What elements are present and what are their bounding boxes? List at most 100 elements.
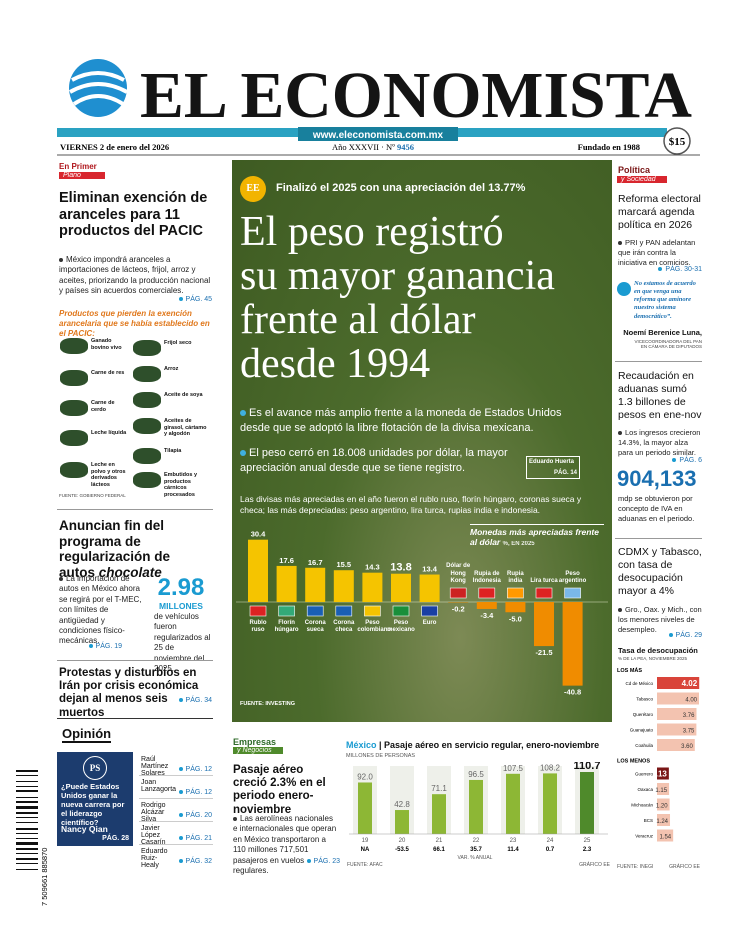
headline: Anuncian fin del programa de regularizac…: [59, 518, 209, 580]
lead-bullet: El peso cerró en 18.008 unidades por dól…: [240, 446, 520, 476]
bullet-text: Es el avance más amplio frente a la mone…: [240, 407, 562, 434]
bar: [395, 810, 409, 834]
page-ref: PÁG. 6: [640, 457, 702, 464]
change-label: 2.3: [583, 847, 592, 853]
product-name: Ganado bovino vivo: [91, 338, 122, 351]
barcode-bar: [16, 822, 38, 823]
headline-line: El peso registró: [240, 209, 504, 255]
stat-text: mdp se obtuvieron por concepto de IVA en…: [618, 494, 695, 523]
flag: [535, 587, 553, 599]
flag: [364, 605, 381, 617]
price-badge: [663, 127, 691, 155]
flag: [306, 605, 324, 617]
bar: [419, 574, 440, 602]
bar: [657, 708, 697, 720]
air-chart-unit: MILLONES DE PERSONAS: [346, 753, 416, 759]
headline: Eliminan exención de aranceles para 11 p…: [59, 190, 208, 240]
separator: [139, 821, 213, 822]
barcode-bar: [16, 812, 38, 814]
flag: [335, 605, 353, 617]
category-label: Peso colombiano: [357, 620, 392, 634]
source: FUENTE: AFAC: [347, 862, 383, 868]
flag: [564, 587, 581, 599]
founded: Fundado en 1988: [578, 142, 640, 152]
change-label: 35.7: [470, 847, 482, 853]
bullet-text: Gro., Oax. y Mich., con los menores nive…: [618, 605, 702, 634]
source: FUENTE: GOBIERNO FEDERAL: [59, 493, 126, 498]
category-label: Michoacán: [631, 803, 653, 808]
page-ref: PÁG. 20: [150, 812, 212, 819]
edition-number: 9456: [397, 142, 414, 152]
bullet-dot: [618, 241, 622, 246]
barcode-bar: [16, 806, 38, 809]
category-label: Rupia de Indonesia: [472, 570, 501, 584]
bar: [657, 783, 670, 795]
x-tick-label: 24: [547, 838, 554, 844]
bullet-text: La importación de autos en México ahora …: [59, 574, 142, 646]
separator: [615, 538, 702, 539]
section-kicker: Política: [618, 165, 651, 175]
product-icon: [60, 370, 88, 386]
bullet-text: El peso cerró en 18.008 unidades por dól…: [240, 446, 508, 474]
masthead: EL ECONOMISTA www.eleconomista.com.mx VI…: [57, 59, 700, 156]
headline-italic: chocolate: [98, 564, 162, 580]
air-chart: 92.0 19 NA 42.8 20 -53.5 71.1 21 66.1 96.5 22 35.7 1…: [347, 762, 611, 868]
air-chart-country: México: [346, 740, 377, 750]
page-ref: PÁG. 21: [150, 835, 212, 842]
headline-line: su mayor ganancia: [240, 253, 555, 299]
separator: [57, 718, 213, 719]
edition-label: Año XXXVII · Nº: [332, 142, 395, 152]
value-label: 3.75: [683, 729, 695, 735]
bar: [276, 565, 297, 602]
chart-unit: % DE LA PEA, NOVIEMBRE 2025: [618, 656, 688, 661]
bullet-dot: [59, 257, 63, 262]
value-label: 14.3: [365, 563, 380, 572]
category-label: Rupia india: [507, 570, 524, 584]
category-label: Rublo ruso: [249, 620, 267, 634]
product-name: Carne de res: [91, 370, 125, 376]
value-label: 4.02: [682, 679, 698, 688]
category-label: BCS: [644, 818, 653, 823]
category-label: Guerrero: [635, 772, 654, 777]
quote-role: VICECOORDINADORA DEL PAN EN CÁMARA DE DI…: [634, 339, 702, 349]
headline-line: desde 1994: [240, 341, 431, 387]
credit: GRÁFICO EE: [669, 863, 701, 870]
headline-text: Anuncian fin del programa de regularizac…: [59, 518, 171, 580]
product-icon: [133, 366, 161, 382]
change-label: 0.7: [546, 847, 555, 853]
separator: [57, 660, 213, 661]
separator: [139, 844, 213, 845]
separator: [57, 509, 213, 510]
bar: [657, 814, 671, 826]
value-label: -3.4: [480, 611, 494, 620]
bar: [432, 794, 446, 834]
barcode-number: 7 509661 885870: [40, 848, 49, 906]
lead-bullet: Es el avance más amplio frente a la mone…: [240, 406, 570, 436]
product-icon: [60, 462, 88, 478]
value-label: 16.7: [308, 558, 323, 567]
bullet: Los ingresos crecieron 14.3%, la mayor a…: [618, 428, 702, 457]
barcode: 7 509661 885870: [16, 770, 49, 906]
bar: [469, 779, 483, 834]
page-ref: PÁG. 12: [150, 789, 212, 796]
section-kicker-box: y Negocios: [233, 747, 283, 754]
lead-story: EE Finalizó el 2025 con una apreciación …: [232, 160, 612, 722]
value-label: 1.24: [656, 819, 668, 825]
bar: [506, 773, 520, 834]
quote-icon: [617, 282, 631, 296]
page-ref: PÁG. 45: [150, 296, 212, 303]
category-label: Corona checa: [333, 620, 355, 634]
credit: GRÁFICO EE: [579, 861, 611, 868]
bar: [657, 677, 700, 689]
value-label: 3.76: [683, 713, 695, 719]
category-label: Peso mexicano: [387, 620, 415, 634]
change-label: -53.5: [395, 847, 409, 853]
separator: [139, 798, 213, 799]
bar: [333, 570, 354, 602]
category-label: Lira turca: [530, 577, 558, 584]
bar: [543, 773, 557, 834]
stat-text: de vehículos fueron regularizados al 25 …: [154, 612, 211, 673]
value-label: 92.0: [357, 772, 373, 781]
group-label: LOS MENOS: [617, 759, 650, 765]
product-name: Embutidos y productos cárnicos procesado…: [164, 472, 198, 498]
